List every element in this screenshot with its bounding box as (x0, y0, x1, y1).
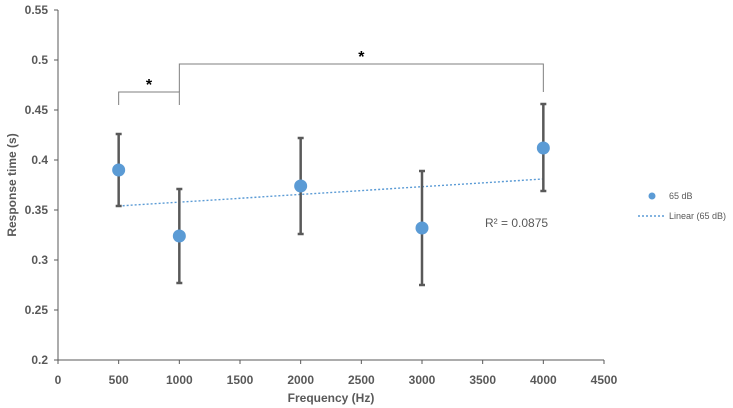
y-tick-label: 0.4 (31, 153, 48, 167)
significance-bracket (118, 91, 180, 105)
x-tick-label: 1000 (166, 373, 193, 387)
significance-bracket (178, 63, 544, 92)
y-tick-label: 0.2 (31, 353, 48, 367)
legend-label-trendline: Linear (65 dB) (669, 211, 726, 221)
x-tick-label: 4000 (530, 373, 557, 387)
x-tick-label: 2000 (287, 373, 314, 387)
significance-star: * (146, 77, 153, 94)
legend-marker (648, 192, 656, 200)
x-tick-label: 1500 (227, 373, 254, 387)
x-tick-label: 2500 (348, 373, 375, 387)
y-tick-label: 0.3 (31, 253, 48, 267)
x-tick-label: 500 (109, 373, 129, 387)
y-tick-label: 0.55 (25, 3, 49, 17)
x-tick-label: 4500 (591, 373, 618, 387)
y-tick-label: 0.35 (25, 203, 49, 217)
x-tick-label: 3000 (409, 373, 436, 387)
trendline (118, 178, 544, 207)
x-tick-label: 0 (55, 373, 62, 387)
y-tick-label: 0.5 (31, 53, 48, 67)
data-point (536, 141, 550, 155)
x-tick-label: 3500 (469, 373, 496, 387)
legend-label-series: 65 dB (669, 191, 693, 201)
x-axis-title: Frequency (Hz) (288, 391, 375, 405)
y-tick-label: 0.25 (25, 303, 49, 317)
data-point (172, 229, 186, 243)
y-tick-label: 0.45 (25, 103, 49, 117)
y-axis-title: Response time (s) (5, 133, 19, 236)
r-squared-label: R² = 0.0875 (485, 216, 548, 230)
data-point (415, 221, 429, 235)
significance-star: * (358, 49, 365, 66)
data-point (112, 163, 126, 177)
data-point (294, 179, 308, 193)
